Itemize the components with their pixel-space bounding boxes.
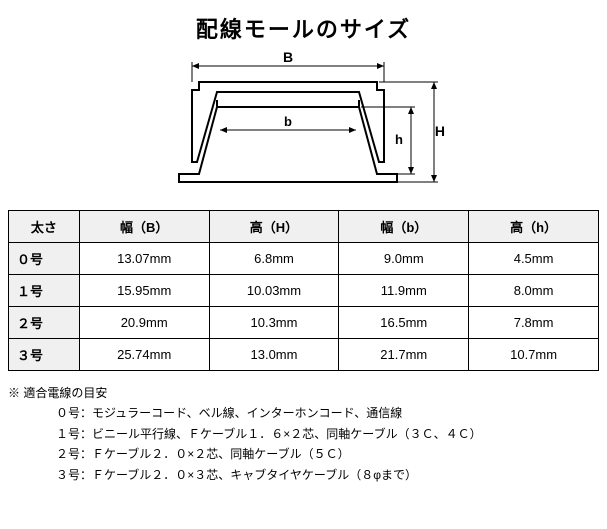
footnote-line: ２号：Ｆケーブル２．０×２芯、同軸ケーブル（５Ｃ）	[56, 444, 599, 464]
cell: 4.5mm	[469, 243, 599, 275]
cell: 8.0mm	[469, 275, 599, 307]
cell: 6.8mm	[209, 243, 339, 275]
table-header-row: 太さ 幅（B） 高（H） 幅（b） 高（h）	[9, 211, 599, 243]
size-table: 太さ 幅（B） 高（H） 幅（b） 高（h） ０号 13.07mm 6.8mm …	[8, 210, 599, 371]
dim-label-b: b	[284, 114, 292, 129]
cross-section-diagram: B b h H	[8, 52, 599, 202]
footnote-title: ※ 適合電線の目安	[8, 383, 599, 403]
cell: 13.0mm	[209, 339, 339, 371]
cell: 15.95mm	[79, 275, 209, 307]
cell: 13.07mm	[79, 243, 209, 275]
cell: 10.3mm	[209, 307, 339, 339]
cell: 9.0mm	[339, 243, 469, 275]
row-label: １号	[9, 275, 80, 307]
th-width-B: 幅（B）	[79, 211, 209, 243]
table-row: １号 15.95mm 10.03mm 11.9mm 8.0mm	[9, 275, 599, 307]
th-height-h: 高（h）	[469, 211, 599, 243]
row-label: ２号	[9, 307, 80, 339]
row-label: ０号	[9, 243, 80, 275]
cell: 25.74mm	[79, 339, 209, 371]
dim-label-H: H	[434, 123, 444, 139]
cell: 16.5mm	[339, 307, 469, 339]
row-label: ３号	[9, 339, 80, 371]
cell: 10.03mm	[209, 275, 339, 307]
th-width-b: 幅（b）	[339, 211, 469, 243]
cell: 10.7mm	[469, 339, 599, 371]
th-height-H: 高（H）	[209, 211, 339, 243]
dim-label-B: B	[282, 52, 292, 65]
table-row: ３号 25.74mm 13.0mm 21.7mm 10.7mm	[9, 339, 599, 371]
cell: 7.8mm	[469, 307, 599, 339]
footnote: ※ 適合電線の目安 ０号：モジュラーコード、ベル線、インターホンコード、通信線 …	[8, 383, 599, 485]
footnote-line: ３号：Ｆケーブル２．０×３芯、キャブタイヤケーブル（８φまで）	[56, 465, 599, 485]
cell: 21.7mm	[339, 339, 469, 371]
page-title: 配線モールのサイズ	[8, 12, 599, 44]
table-row: ０号 13.07mm 6.8mm 9.0mm 4.5mm	[9, 243, 599, 275]
footnote-line: ０号：モジュラーコード、ベル線、インターホンコード、通信線	[56, 403, 599, 423]
mall-cross-section-svg: B b h H	[159, 52, 449, 202]
cell: 11.9mm	[339, 275, 469, 307]
dim-label-h: h	[395, 132, 403, 147]
th-thickness: 太さ	[9, 211, 80, 243]
table-row: ２号 20.9mm 10.3mm 16.5mm 7.8mm	[9, 307, 599, 339]
cell: 20.9mm	[79, 307, 209, 339]
footnote-line: １号：ビニール平行線、Ｆケーブル１．６×２芯、同軸ケーブル（３Ｃ、４Ｃ）	[56, 424, 599, 444]
